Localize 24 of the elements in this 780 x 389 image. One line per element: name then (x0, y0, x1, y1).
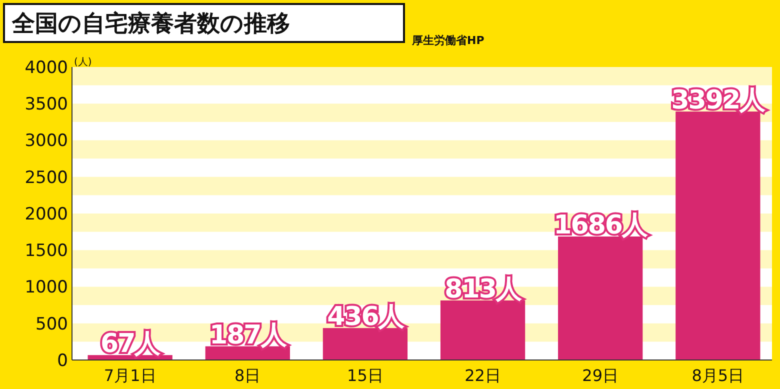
y-tick-label: 3500 (24, 94, 68, 115)
chart-title: 全国の自宅療養者数の推移 (11, 10, 290, 37)
text: 厚生労働省HP (411, 34, 484, 47)
y-tick-label: 4000 (24, 58, 68, 78)
x-tick-label: 15日 (347, 366, 384, 385)
y-tick-label: 1500 (24, 241, 68, 262)
data-label: 67人 (100, 329, 162, 360)
x-tick-label: 8月5日 (692, 366, 744, 385)
y-tick-label: 3000 (24, 131, 68, 152)
y-tick-label: 500 (36, 314, 68, 334)
y-tick-label: 2000 (24, 204, 68, 224)
x-tick-label: 22日 (464, 366, 501, 385)
y-tick-label: 0 (57, 350, 68, 371)
data-label: 3392人 (671, 86, 767, 116)
data-label: 187人 (210, 320, 288, 350)
y-axis-title: (人) (74, 57, 92, 68)
data-label: 1686人 (554, 210, 650, 240)
y-tick-label: 1000 (24, 278, 68, 298)
x-tick-label: 29日 (582, 366, 619, 385)
data-label: 436人 (327, 302, 406, 332)
y-tick-label: 2500 (24, 168, 68, 188)
x-tick-label: 8日 (234, 366, 261, 385)
data-label: 813人 (444, 274, 523, 304)
x-tick-label: 7月1日 (104, 366, 156, 385)
